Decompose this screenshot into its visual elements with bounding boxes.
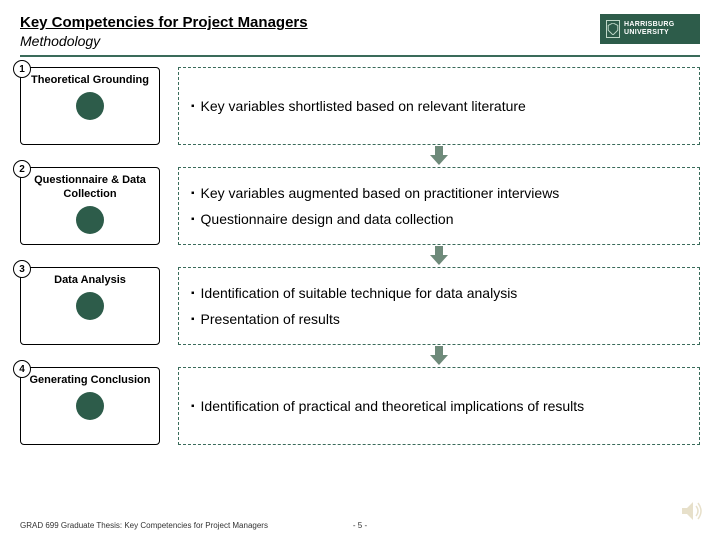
university-logo: HARRISBURG UNIVERSITY — [600, 14, 700, 44]
step-left-card: 1 Theoretical Grounding — [20, 67, 160, 145]
arrow-down-icon — [428, 346, 450, 366]
bullet-item: Identification of suitable technique for… — [191, 284, 687, 302]
step-left-card: 3 Data Analysis — [20, 267, 160, 345]
bullet-item: Key variables augmented based on practit… — [191, 184, 687, 202]
step-box: 4 Generating Conclusion — [20, 367, 160, 445]
bullet-text: Key variables shortlisted based on relev… — [201, 97, 526, 115]
step-title: Theoretical Grounding — [25, 74, 155, 88]
step-circle-icon — [76, 92, 104, 120]
flow-arrow — [178, 245, 700, 267]
bullet-text: Identification of suitable technique for… — [201, 284, 518, 302]
slide-footer: GRAD 699 Graduate Thesis: Key Competenci… — [20, 521, 700, 530]
page-number: - 5 - — [353, 521, 367, 530]
step-circle-icon — [76, 392, 104, 420]
logo-text: HARRISBURG UNIVERSITY — [624, 21, 694, 36]
step-left-card: 2 Questionnaire & Data Collection — [20, 167, 160, 245]
step-title: Generating Conclusion — [25, 374, 155, 388]
bullet-item: Identification of practical and theoreti… — [191, 397, 687, 415]
step-title: Questionnaire & Data Collection — [25, 174, 155, 202]
arrow-down-icon — [428, 246, 450, 266]
slide-title: Key Competencies for Project Managers — [20, 14, 600, 31]
step-circle-icon — [76, 292, 104, 320]
step-number-badge: 2 — [13, 160, 31, 178]
bullet-item: Key variables shortlisted based on relev… — [191, 97, 687, 115]
step-row: 2 Questionnaire & Data Collection Key va… — [20, 167, 700, 245]
bullet-item: Questionnaire design and data collection — [191, 210, 687, 228]
bullet-text: Key variables augmented based on practit… — [201, 184, 560, 202]
bullet-text: Questionnaire design and data collection — [201, 210, 454, 228]
step-number-badge: 4 — [13, 360, 31, 378]
step-details-box: Key variables augmented based on practit… — [178, 167, 700, 245]
step-box: 1 Theoretical Grounding — [20, 67, 160, 145]
step-details-box: Key variables shortlisted based on relev… — [178, 67, 700, 145]
bullet-text: Identification of practical and theoreti… — [201, 397, 585, 415]
step-row: 4 Generating Conclusion Identification o… — [20, 367, 700, 445]
step-circle-icon — [76, 206, 104, 234]
step-row: 3 Data Analysis Identification of suitab… — [20, 267, 700, 345]
logo-emblem-icon — [606, 20, 620, 38]
step-number-badge: 1 — [13, 60, 31, 78]
step-box: 3 Data Analysis — [20, 267, 160, 345]
flow-arrow — [178, 145, 700, 167]
slide-header: Key Competencies for Project Managers Me… — [0, 0, 720, 53]
step-details-box: Identification of practical and theoreti… — [178, 367, 700, 445]
step-box: 2 Questionnaire & Data Collection — [20, 167, 160, 245]
speaker-icon — [678, 497, 706, 530]
header-text: Key Competencies for Project Managers Me… — [20, 14, 600, 49]
step-number-badge: 3 — [13, 260, 31, 278]
bullet-text: Presentation of results — [201, 310, 340, 328]
arrow-down-icon — [428, 146, 450, 166]
methodology-diagram: 1 Theoretical Grounding Key variables sh… — [0, 57, 720, 445]
step-row: 1 Theoretical Grounding Key variables sh… — [20, 67, 700, 145]
flow-arrow — [178, 345, 700, 367]
slide-subtitle: Methodology — [20, 33, 600, 49]
step-title: Data Analysis — [25, 274, 155, 288]
step-details-box: Identification of suitable technique for… — [178, 267, 700, 345]
step-left-card: 4 Generating Conclusion — [20, 367, 160, 445]
bullet-item: Presentation of results — [191, 310, 687, 328]
footer-text: GRAD 699 Graduate Thesis: Key Competenci… — [20, 521, 268, 530]
